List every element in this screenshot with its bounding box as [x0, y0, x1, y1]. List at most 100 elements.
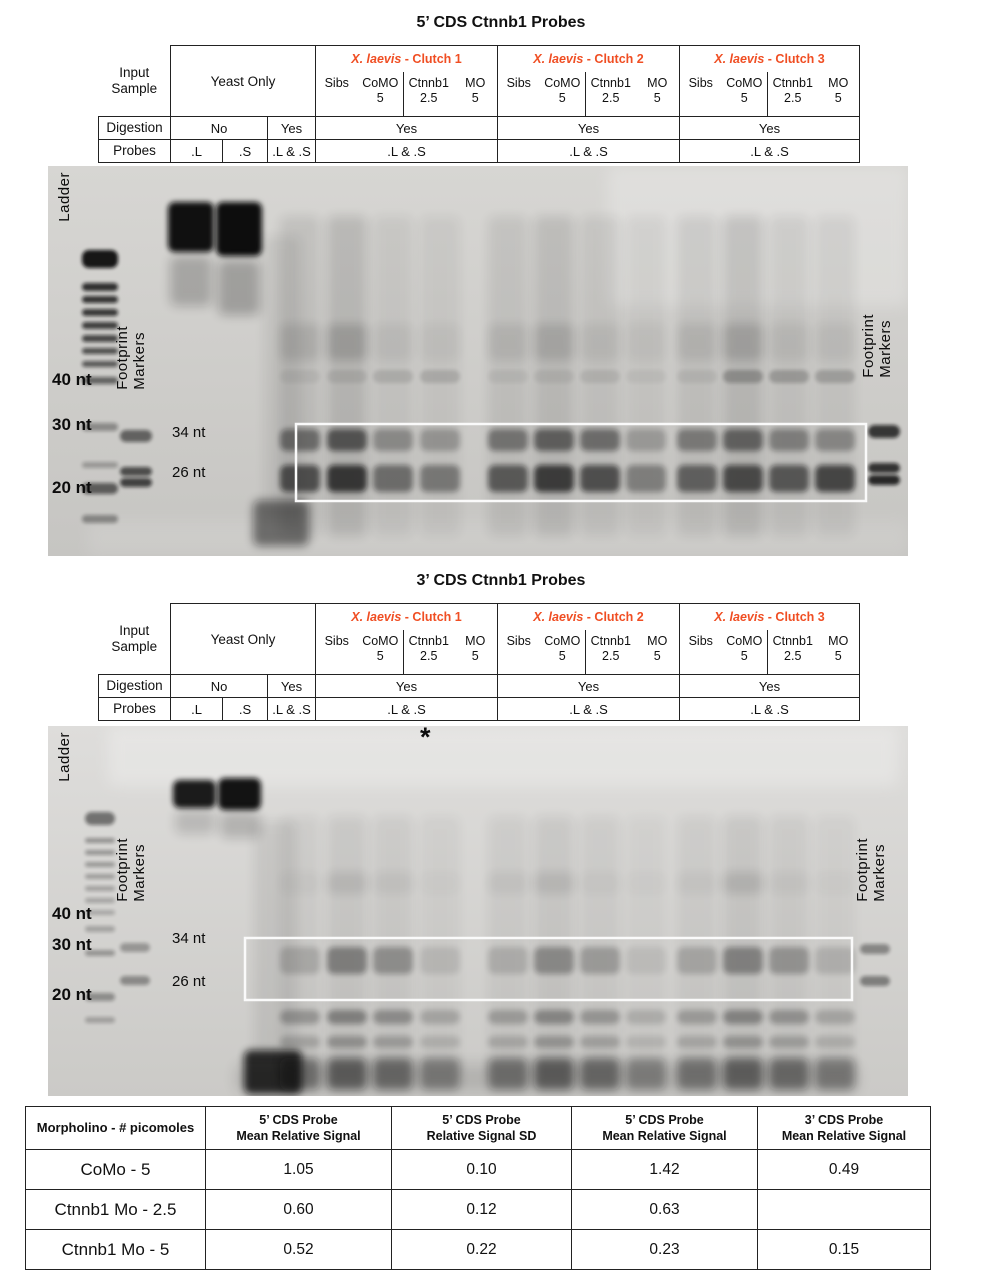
lane-subcol-mo: MO 5: [817, 72, 860, 117]
subcol-name: CoMO: [544, 76, 581, 90]
subcol-dose: 5: [653, 91, 661, 105]
subcol-name: Ctnnb1: [590, 634, 631, 648]
input-sample-label: Input Sample: [111, 622, 158, 654]
marker-26nt-label: 26 nt: [172, 464, 206, 481]
results-table: Morpholino - # picomoles 5’ CDS Probe Me…: [25, 1106, 931, 1270]
clutch2-header: X. laevis - Clutch 2: [497, 603, 680, 630]
subcol-name: Sibs: [324, 76, 349, 90]
digestion-label: Digestion: [98, 116, 171, 140]
subcol-name: MO: [647, 634, 668, 648]
size-20nt-label: 20 nt: [52, 985, 92, 1004]
subcol-dose: 5: [740, 91, 748, 105]
clutch-number: - Clutch 2: [586, 610, 644, 624]
results-header-morpholino: Morpholino - # picomoles: [25, 1106, 206, 1150]
lane-header-table-panel1: Input Sample Yeast Only X. laevis - Clut…: [98, 45, 860, 163]
clutch3-header: X. laevis - Clutch 3: [679, 603, 860, 630]
ladder-label: Ladder: [56, 172, 73, 222]
digestion-yes-cell: Yes: [679, 116, 860, 140]
probe-ls-cell: .L & .S: [315, 697, 498, 721]
lane-subcol-sibs: Sibs: [679, 630, 722, 675]
subcol-dose: 5: [471, 91, 479, 105]
subcol-dose: 5: [834, 91, 842, 105]
result-value: 0.15: [757, 1229, 931, 1270]
digestion-yes-cell: Yes: [497, 116, 680, 140]
digestion-yes-cell: Yes: [267, 116, 316, 140]
result-value: 0.63: [571, 1189, 758, 1230]
probes-label: Probes: [98, 139, 171, 163]
lane-subcol-ctnnb1: Ctnnb1 2.5: [403, 72, 454, 117]
gel-blot-5cds: Ladder Footprint Markers Footprint Marke…: [48, 166, 908, 556]
lane-header-table: Input Sample Yeast Only X. laevis - Clut…: [98, 603, 860, 721]
subcol-dose: 5: [558, 91, 566, 105]
result-value: 1.05: [205, 1149, 392, 1190]
lane-subcol-sibs: Sibs: [315, 72, 358, 117]
subcol-name: Sibs: [506, 634, 531, 648]
lane-subcol-mo: MO 5: [635, 630, 680, 675]
lane-subcol-sibs: Sibs: [315, 630, 358, 675]
subcol-dose: 2.5: [602, 649, 620, 663]
table-row: Ctnnb1 Mo - 2.5 0.60 0.12 0.63: [25, 1189, 931, 1230]
species-name: X. laevis: [714, 52, 765, 66]
probe-s-cell: .S: [222, 139, 268, 163]
subcol-dose: 2.5: [784, 649, 802, 663]
clutch-number: - Clutch 1: [404, 52, 462, 66]
subcol-name: Sibs: [688, 76, 713, 90]
results-header-5cds-mean-1: 5’ CDS Probe Mean Relative Signal: [205, 1106, 392, 1150]
significance-asterisk: *: [420, 722, 431, 752]
lane-subcol-mo: MO 5: [453, 72, 498, 117]
table-row: Ctnnb1 Mo - 5 0.52 0.22 0.23 0.15: [25, 1229, 931, 1270]
digestion-no-cell: No: [170, 674, 268, 698]
size-40nt-label: 40 nt: [52, 904, 92, 923]
result-value: 0.49: [757, 1149, 931, 1190]
subcol-name: CoMO: [726, 634, 763, 648]
species-name: X. laevis: [351, 52, 402, 66]
subcol-name: CoMO: [362, 634, 399, 648]
lane-subcol-mo: MO 5: [817, 630, 860, 675]
lane-subcol-ctnnb1: Ctnnb1 2.5: [585, 72, 636, 117]
probe-ls-cell: .L & .S: [679, 697, 860, 721]
lane-subcol-sibs: Sibs: [497, 630, 540, 675]
result-value: 0.52: [205, 1229, 392, 1270]
footprint-markers-right-label: Footprint Markers: [860, 314, 894, 378]
gel-blot-3cds: * Ladder Footprint Markers Footprint Mar…: [48, 722, 908, 1096]
footprint-markers-left-label: Footprint Markers: [114, 326, 148, 390]
lane-subcol-como: CoMO 5: [539, 630, 586, 675]
subcol-dose: 5: [740, 649, 748, 663]
yeast-only-header: Yeast Only: [170, 603, 316, 675]
clutch1-header: X. laevis - Clutch 1: [315, 45, 498, 72]
subcol-dose: 2.5: [784, 91, 802, 105]
subcol-name: CoMO: [544, 634, 581, 648]
lane-subcol-como: CoMO 5: [357, 72, 404, 117]
subcol-name: CoMO: [362, 76, 399, 90]
subcol-name: MO: [465, 76, 486, 90]
result-value: [757, 1189, 931, 1230]
marker-34nt-label: 34 nt: [172, 424, 206, 441]
clutch1-header: X. laevis - Clutch 1: [315, 603, 498, 630]
lane-subcol-ctnnb1: Ctnnb1 2.5: [403, 630, 454, 675]
clutch-number: - Clutch 1: [404, 610, 462, 624]
gel-image: [48, 166, 908, 556]
panel1-title: 5’ CDS Ctnnb1 Probes: [416, 14, 586, 31]
footprint-markers-left-label: Footprint Markers: [114, 838, 148, 902]
size-40nt-label: 40 nt: [52, 370, 92, 389]
species-name: X. laevis: [714, 610, 765, 624]
size-30nt-label: 30 nt: [52, 415, 92, 434]
probe-l-cell: .L: [170, 139, 223, 163]
panel2-title: 3’ CDS Ctnnb1 Probes: [416, 572, 586, 589]
subcol-name: Sibs: [324, 634, 349, 648]
digestion-yes-cell: Yes: [497, 674, 680, 698]
marker-34nt-label: 34 nt: [172, 930, 206, 947]
subcol-name: MO: [647, 76, 668, 90]
subcol-name: Ctnnb1: [772, 634, 813, 648]
subcol-name: Ctnnb1: [590, 76, 631, 90]
probe-ls-cell: .L & .S: [315, 139, 498, 163]
lane-subcol-mo: MO 5: [453, 630, 498, 675]
input-sample-label: Input Sample: [111, 64, 158, 96]
subcol-dose: 5: [558, 649, 566, 663]
lane-subcol-como: CoMO 5: [721, 72, 768, 117]
digestion-no-cell: No: [170, 116, 268, 140]
result-row-label: Ctnnb1 Mo - 5: [25, 1229, 206, 1270]
lane-subcol-como: CoMO 5: [721, 630, 768, 675]
subcol-name: CoMO: [726, 76, 763, 90]
